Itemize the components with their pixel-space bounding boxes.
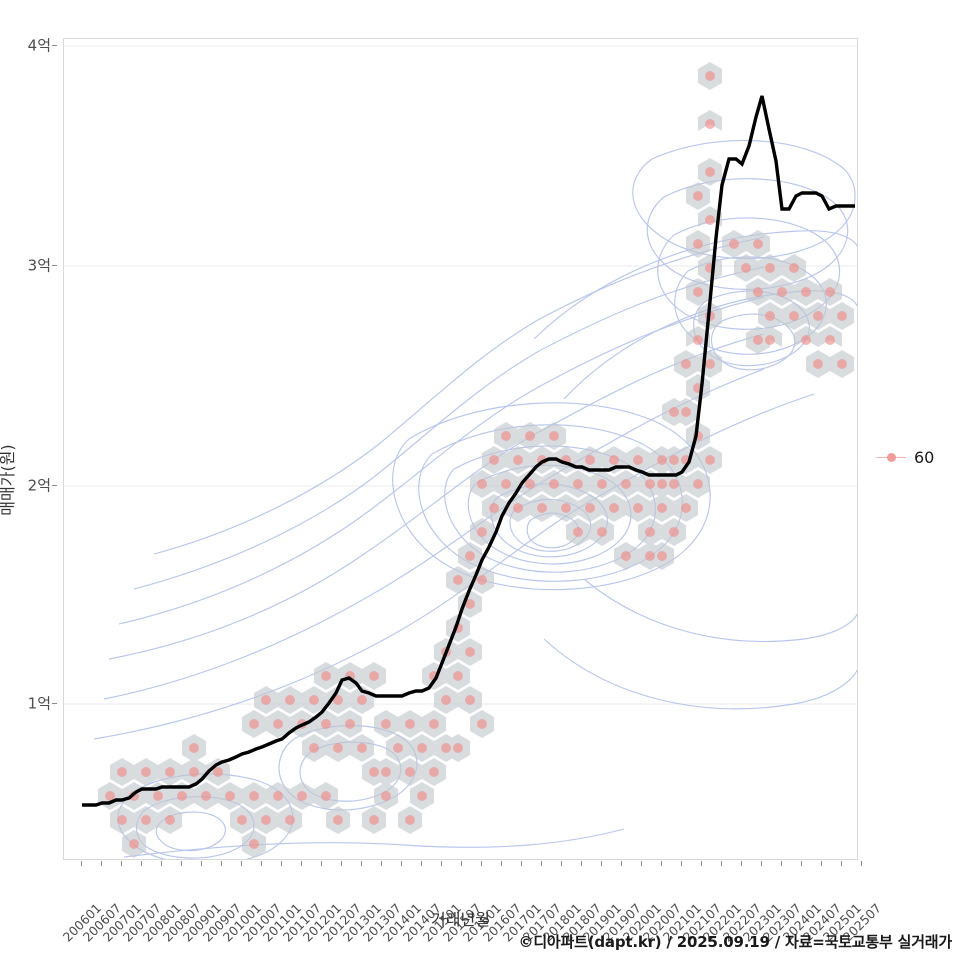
legend-key-icon bbox=[876, 449, 906, 467]
plot-panel bbox=[63, 38, 858, 860]
y-axis-title: 매매가(원) bbox=[0, 444, 17, 516]
y-tick-mark bbox=[52, 44, 57, 46]
y-axis: 1억 2억 3억 4억 bbox=[0, 0, 57, 960]
legend-item-label: 60 bbox=[914, 448, 935, 467]
y-tick-label: 1억 bbox=[27, 694, 51, 713]
y-tick-mark bbox=[52, 484, 57, 486]
y-tick-label: 4억 bbox=[27, 36, 51, 55]
y-tick-mark bbox=[52, 264, 57, 266]
y-tick-label: 2억 bbox=[27, 476, 51, 495]
y-tick-mark bbox=[52, 702, 57, 704]
hexbin-layer bbox=[98, 62, 854, 858]
legend: 60 bbox=[876, 448, 934, 467]
median-line bbox=[82, 95, 855, 807]
y-tick-label: 3억 bbox=[27, 256, 51, 275]
x-axis-title: 거래년월 bbox=[431, 910, 490, 929]
plot-canvas bbox=[64, 45, 857, 859]
chart-caption: ©디아파트(dapt.kr) / 2025.09.19 / 자료=국토교통부 실… bbox=[518, 933, 953, 951]
